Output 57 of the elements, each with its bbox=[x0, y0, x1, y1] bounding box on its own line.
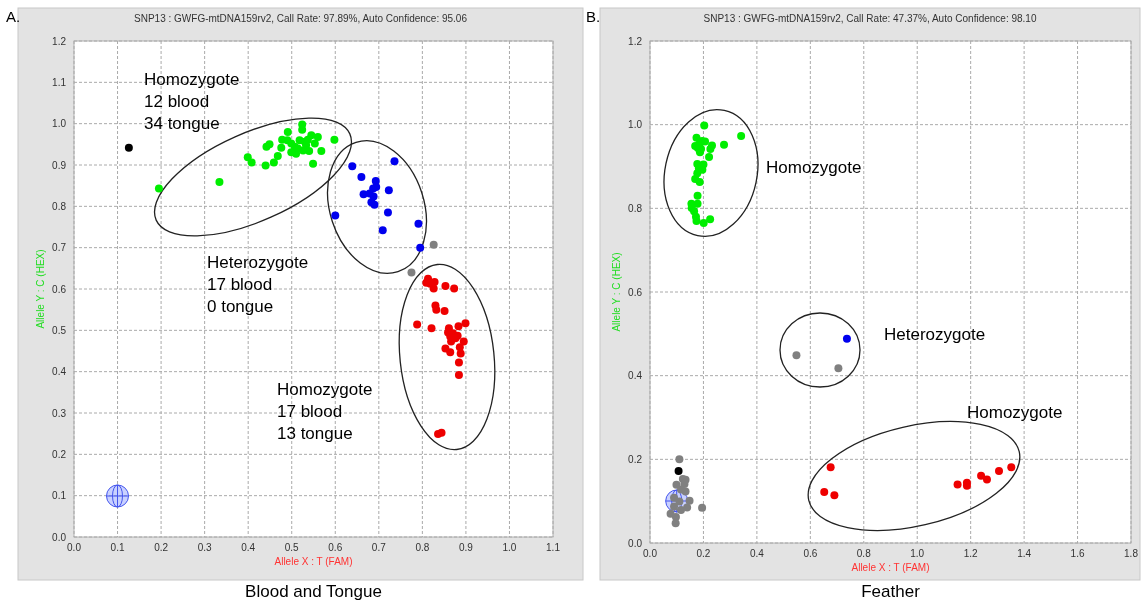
x-tick-label: 0.1 bbox=[110, 542, 125, 553]
y-tick-label: 0.0 bbox=[52, 531, 67, 543]
y-tick-label: 1.0 bbox=[52, 118, 67, 130]
text: A. bbox=[6, 8, 21, 25]
annotation: Heterozygote 17 blood 0 tongue bbox=[207, 253, 309, 316]
y-tick-label: 0.4 bbox=[628, 370, 643, 382]
annotation: Homozygote bbox=[766, 158, 862, 177]
annotation: Homozygote 12 blood 34 tongue bbox=[144, 70, 240, 133]
x-tick-label: 0.2 bbox=[154, 542, 169, 553]
y-tick-label: 1.0 bbox=[628, 119, 643, 131]
x-tick-label: 0.3 bbox=[197, 542, 213, 553]
y-tick-label: 1.2 bbox=[628, 35, 643, 47]
x-tick-label: 1.1 bbox=[546, 542, 561, 553]
x-tick-label: 1.8 bbox=[1124, 548, 1139, 559]
x-tick-label: 0.0 bbox=[643, 548, 658, 559]
x-tick-label: 1.4 bbox=[1017, 548, 1032, 559]
x-tick-label: 0.6 bbox=[328, 542, 343, 553]
y-tick-label: 0.2 bbox=[52, 448, 67, 460]
y-tick-label: 0.6 bbox=[52, 283, 67, 295]
y-tick-label: 0.8 bbox=[52, 200, 67, 212]
x-tick-label: 0.8 bbox=[415, 542, 430, 553]
y-tick-label: 0.5 bbox=[52, 324, 67, 336]
y-axis-title: Allele Y : C (HEX) bbox=[35, 249, 46, 329]
y-tick-label: 0.7 bbox=[52, 242, 67, 254]
x-tick-label: 0.2 bbox=[696, 548, 711, 559]
y-tick-label: 0.1 bbox=[52, 490, 67, 502]
y-axis-title: Allele Y : C (HEX) bbox=[611, 252, 622, 332]
y-tick-label: 0.4 bbox=[52, 366, 67, 378]
text: Blood and Tongue bbox=[245, 582, 382, 601]
y-tick-label: 0.2 bbox=[628, 453, 643, 465]
text: Feather bbox=[861, 582, 921, 601]
x-tick-label: 0.7 bbox=[371, 542, 387, 553]
chart-title: SNP13 : GWFG-mtDNA159rv2, Call Rate: 97.89%, Auto Confidence: 95.06 bbox=[134, 13, 468, 24]
x-tick-label: 0.9 bbox=[458, 542, 474, 553]
x-tick-label: 0.5 bbox=[284, 542, 300, 553]
y-tick-label: 0.6 bbox=[628, 286, 643, 298]
y-tick-label: 1.2 bbox=[52, 35, 67, 47]
x-tick-label: 0.6 bbox=[803, 548, 818, 559]
y-tick-label: 0.9 bbox=[52, 159, 67, 171]
x-tick-label: 0.4 bbox=[241, 542, 256, 553]
x-tick-label: 0.4 bbox=[749, 548, 765, 559]
y-tick-label: 0.3 bbox=[52, 407, 67, 419]
x-tick-label: 0.8 bbox=[856, 548, 872, 559]
x-axis-title: Allele X : T (FAM) bbox=[274, 556, 353, 567]
annotation: Homozygote 17 blood 13 tongue bbox=[277, 380, 373, 443]
x-axis-title: Allele X : T (FAM) bbox=[851, 562, 930, 573]
x-tick-label: 0.0 bbox=[67, 542, 82, 553]
text: B. bbox=[586, 8, 601, 25]
y-tick-label: 0.8 bbox=[628, 202, 643, 214]
x-tick-label: 1.0 bbox=[910, 548, 925, 559]
annotation: Heterozygote bbox=[884, 325, 986, 344]
x-tick-label: 1.0 bbox=[502, 542, 517, 553]
chart-title: SNP13 : GWFG-mtDNA159rv2, Call Rate: 47.37%, Auto Confidence: 98.10 bbox=[703, 13, 1037, 24]
x-tick-label: 1.2 bbox=[963, 548, 979, 559]
annotation: Homozygote bbox=[967, 403, 1063, 422]
x-tick-label: 1.6 bbox=[1070, 548, 1085, 559]
y-tick-label: 1.1 bbox=[52, 76, 67, 88]
